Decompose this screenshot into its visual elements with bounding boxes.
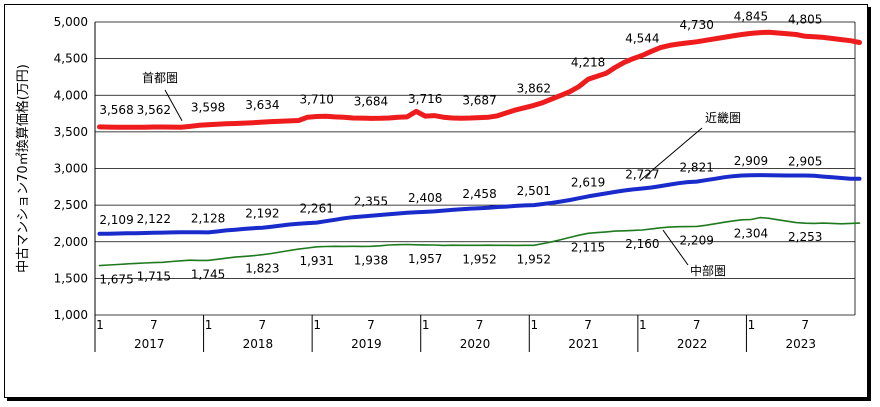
data-label: 3,684 [354,94,388,108]
month-tick-label: 7 [259,318,267,332]
data-label: 3,598 [191,101,225,115]
x-axis: 1 7 2017 1 7 2018 1 7 2019 1 7 2020 1 7 2021 1 7 2022 1 7 20… [96,315,816,352]
data-label: 2,253 [788,230,822,244]
series-name-label: 近畿圏 [705,111,741,125]
y-tick-label: 2,500 [54,198,88,212]
data-label: 2,821 [679,161,713,175]
data-label: 2,355 [354,195,388,209]
month-tick-label: 1 [748,318,756,332]
callout-line [164,89,183,121]
month-tick-label: 7 [150,318,158,332]
data-label: 2,501 [517,184,551,198]
data-label: 2,909 [734,154,768,168]
y-tick-label: 1,000 [54,308,88,322]
data-label: 2,192 [245,207,279,221]
series-line-2 [97,173,862,236]
month-tick-label: 1 [639,318,647,332]
month-tick-label: 1 [530,318,538,332]
gridlines [95,21,855,316]
data-label: 2,408 [408,191,442,205]
data-label: 3,687 [462,94,496,108]
data-label: 3,716 [408,92,442,106]
data-label: 3,634 [245,98,279,112]
data-label: 1,715 [137,270,171,284]
data-label: 1,931 [299,254,333,268]
data-label: 1,675 [99,273,133,287]
data-label: 2,727 [625,167,659,181]
data-label: 2,122 [137,212,171,226]
data-label: 3,562 [137,103,171,117]
year-label: 2017 [134,337,165,351]
series-line-1 [97,29,862,130]
month-tick-label: 7 [584,318,592,332]
month-tick-label: 7 [476,318,484,332]
year-label: 2018 [243,337,274,351]
series-line-3 [98,216,861,267]
year-label: 2020 [460,337,491,351]
series-name-label: 中部圏 [690,263,726,278]
data-label: 2,261 [299,202,333,216]
data-label: 2,905 [788,154,822,168]
data-label: 4,845 [734,9,768,23]
month-tick-label: 7 [693,318,701,332]
data-label: 1,745 [191,267,225,281]
data-label: 1,823 [245,262,279,276]
data-labels: 3,568 3,562 3,598 3,634 3,710 3,684 3,716 3,687… [99,9,822,286]
year-label: 2023 [785,337,816,351]
y-tick-label: 3,000 [54,162,88,176]
data-label: 4,544 [625,31,659,45]
data-label: 2,458 [462,187,496,201]
y-axis-label: 中古マンション70㎡換算価格(万円) [15,64,31,273]
callout-line [662,229,689,266]
data-label: 2,109 [99,213,133,227]
month-tick-label: 1 [313,318,321,332]
data-label: 2,160 [625,237,659,251]
data-label: 2,619 [571,175,605,189]
data-label: 2,115 [571,240,605,254]
data-label: 3,862 [517,81,551,95]
series-name-label: 首都圏 [142,71,178,85]
month-tick-label: 1 [205,318,213,332]
data-label: 4,218 [571,55,605,69]
month-tick-label: 7 [801,318,809,332]
data-label: 2,209 [679,233,713,247]
month-tick-label: 1 [96,318,104,332]
y-tick-label: 3,500 [54,125,88,139]
data-label: 1,952 [462,252,496,266]
month-tick-label: 1 [422,318,430,332]
year-label: 2022 [677,337,708,351]
series-lines [97,29,862,267]
data-label: 2,128 [191,211,225,225]
year-label: 2019 [351,337,382,351]
data-label: 3,710 [299,92,333,106]
y-axis: 1,000 1,500 2,000 2,500 3,000 3,500 4,000 4,500… [54,15,856,352]
year-label: 2021 [568,337,599,351]
data-label: 4,805 [788,12,822,26]
month-tick-label: 7 [367,318,375,332]
y-tick-label: 4,000 [54,88,88,102]
y-tick-label: 5,000 [54,15,88,29]
data-label: 4,730 [679,18,713,32]
data-label: 1,957 [408,252,442,266]
y-tick-label: 4,500 [54,52,88,66]
data-label: 2,304 [734,226,768,240]
y-tick-label: 1,500 [54,271,88,285]
chart-frame [4,4,868,398]
data-label: 3,568 [99,103,133,117]
y-tick-label: 2,000 [54,235,88,249]
data-label: 1,938 [354,253,388,267]
callout-line [639,127,703,181]
data-label: 1,952 [517,252,551,266]
